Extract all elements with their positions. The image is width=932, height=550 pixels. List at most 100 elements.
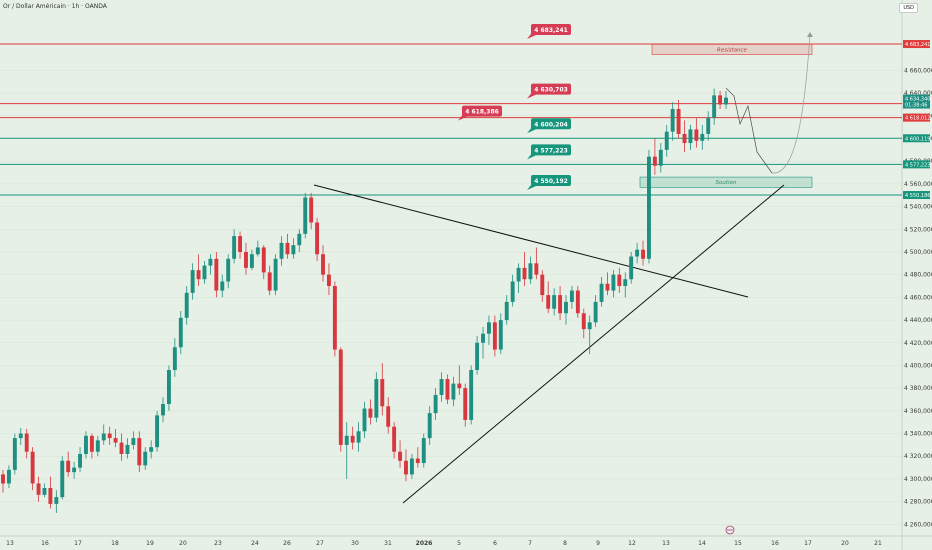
candle-body — [386, 406, 391, 427]
candle-body — [89, 435, 94, 452]
x-tick-label: 9 — [596, 540, 600, 547]
candle-body — [226, 258, 231, 282]
level-tag — [531, 175, 571, 187]
candle-body — [564, 301, 568, 314]
candle-body — [214, 258, 219, 291]
candle-body — [303, 197, 308, 234]
level-tag-label: 4 618,386 — [465, 109, 499, 116]
y-tick-label: 4 440,000 — [904, 317, 932, 324]
y-tick-label: 4 460,000 — [904, 294, 932, 301]
x-tick-label: 19 — [146, 540, 154, 547]
support-zone — [639, 176, 813, 188]
y-tick-label: 4 660,000 — [904, 67, 932, 74]
candle-body — [676, 108, 681, 134]
candle-body — [1, 474, 5, 484]
candle-body — [220, 281, 225, 291]
candle-body — [712, 95, 717, 119]
candle-body — [546, 295, 551, 309]
candle-body — [700, 133, 705, 141]
candle-body — [356, 431, 361, 443]
level-tag-pointer — [527, 128, 536, 134]
candle-body — [724, 97, 728, 105]
countdown-text: 01:38:46 — [905, 103, 927, 109]
currency-button[interactable]: USD — [899, 3, 918, 13]
level-tag — [531, 83, 571, 95]
candle-body — [332, 286, 337, 350]
candle-body — [421, 438, 426, 464]
candle-body — [309, 197, 314, 223]
candle-body — [238, 236, 243, 252]
candle-body — [54, 497, 59, 504]
axis-level-text: 4 577,223 — [905, 162, 930, 168]
level-tag — [531, 118, 571, 130]
x-tick-label: 6 — [493, 540, 497, 547]
x-tick-label: 7 — [528, 540, 532, 547]
projection-curve — [771, 33, 811, 174]
x-tick-label: 20 — [841, 540, 849, 547]
candle-body — [113, 438, 118, 443]
y-tick-label: 4 260,000 — [904, 521, 932, 528]
candle-body — [42, 488, 47, 495]
y-tick-label: 4 640,000 — [904, 90, 932, 97]
candle-body — [166, 369, 171, 405]
candle-body — [184, 292, 189, 318]
y-tick-label: 4 380,000 — [904, 385, 932, 392]
current-price-label — [903, 94, 930, 109]
candle-body — [60, 460, 65, 498]
candle-body — [475, 342, 480, 370]
zone-label: Soutien — [716, 180, 737, 186]
x-tick-label: 16 — [771, 540, 779, 547]
x-tick-label: 18 — [111, 540, 119, 547]
candle-body — [534, 263, 539, 275]
candle-body — [617, 274, 622, 287]
candle-body — [522, 267, 527, 280]
x-tick-label: 13 — [6, 540, 14, 547]
x-tick-label: 8 — [563, 540, 567, 547]
x-tick-label: 17 — [804, 540, 812, 547]
candle-body — [362, 408, 367, 432]
candle-body — [558, 295, 563, 314]
level-tag-label: 4 550,192 — [534, 178, 568, 185]
candle-body — [664, 131, 669, 150]
candle-body — [291, 245, 296, 255]
candle-body — [641, 249, 645, 259]
x-tick-label: 16 — [41, 540, 49, 547]
y-tick-label: 4 300,000 — [904, 476, 932, 483]
candle-body — [463, 388, 468, 420]
candle-body — [149, 447, 154, 452]
resistance-zone — [651, 44, 813, 55]
candle-body — [611, 274, 616, 291]
level-tag-label: 4 683,241 — [534, 27, 568, 34]
x-tick-label: 27 — [316, 540, 324, 547]
candle-body — [84, 435, 88, 454]
candle-body — [255, 247, 260, 255]
candle-body — [652, 156, 657, 166]
y-tick-label: 4 400,000 — [904, 362, 932, 369]
axis-level-text: 4 618,012 — [905, 116, 930, 122]
level-tag-pointer — [527, 185, 536, 191]
level-tag-label: 4 630,703 — [534, 87, 568, 94]
candle-body — [131, 438, 136, 445]
candle-body — [119, 442, 124, 454]
candle-body — [540, 274, 545, 296]
candle-body — [380, 379, 385, 407]
axis-level-text: 4 550,186 — [905, 193, 930, 199]
candle-body — [398, 451, 403, 461]
candle-body — [30, 451, 35, 484]
y-tick-label: 4 340,000 — [904, 431, 932, 438]
candle-body — [647, 156, 651, 259]
candle-body — [155, 415, 160, 448]
current-price-text: 4 634,340 — [905, 97, 930, 103]
x-tick-label: 2026 — [416, 540, 433, 547]
x-tick-label: 5 — [457, 540, 461, 547]
candle-body — [321, 254, 325, 275]
level-tag-pointer — [527, 34, 536, 40]
candle-body — [143, 451, 148, 466]
x-tick-label: 12 — [628, 540, 636, 547]
candle-body — [587, 322, 592, 330]
descending-trendline — [313, 184, 749, 298]
candle-body — [66, 460, 71, 473]
